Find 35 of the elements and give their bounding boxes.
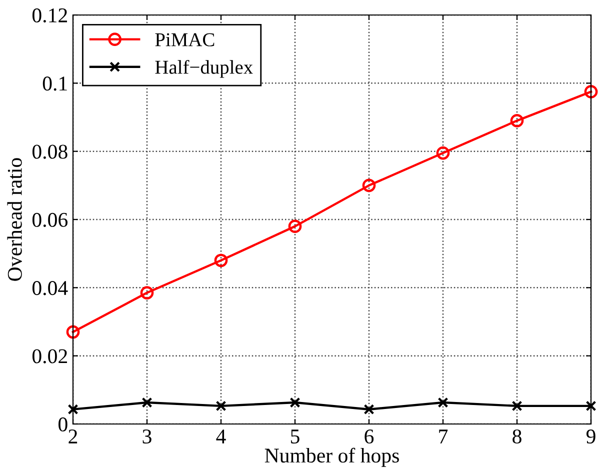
y-tick-label: 0 <box>58 417 68 432</box>
point <box>512 400 522 412</box>
point <box>142 397 152 408</box>
point <box>68 404 78 415</box>
point <box>216 400 226 412</box>
legend-label: Half−duplex <box>155 60 253 78</box>
legend-label: PiMAC <box>155 33 214 46</box>
point <box>436 146 450 160</box>
point <box>438 397 448 408</box>
y-tick-label: 0.02 <box>32 349 67 364</box>
point <box>288 220 302 233</box>
point <box>586 400 596 412</box>
x-axis-title: Number of hops <box>264 448 399 467</box>
point <box>362 178 376 192</box>
point <box>364 404 374 415</box>
point <box>140 286 154 300</box>
x-tick-label: 2 <box>68 430 78 444</box>
y-tick-label: 0.06 <box>32 212 68 228</box>
x-tick-label: 3 <box>142 430 152 444</box>
y-tick-label: 0.08 <box>32 144 68 159</box>
point <box>510 114 524 128</box>
point <box>214 254 228 268</box>
x-tick-label: 5 <box>291 430 300 444</box>
x-tick-label: 8 <box>512 429 522 444</box>
point <box>290 397 300 408</box>
y-axis-title: Overhead ratio <box>7 158 22 281</box>
x-tick-label: 7 <box>439 430 448 444</box>
x-tick-label: 6 <box>364 430 374 444</box>
x-tick-label: 4 <box>216 430 226 444</box>
y-tick-label: 0.1 <box>42 76 67 91</box>
y-tick-label: 0.12 <box>32 8 67 23</box>
point <box>584 85 598 98</box>
point <box>66 325 80 339</box>
x-tick-label: 9 <box>586 430 596 444</box>
y-tick-label: 0.04 <box>32 281 68 296</box>
